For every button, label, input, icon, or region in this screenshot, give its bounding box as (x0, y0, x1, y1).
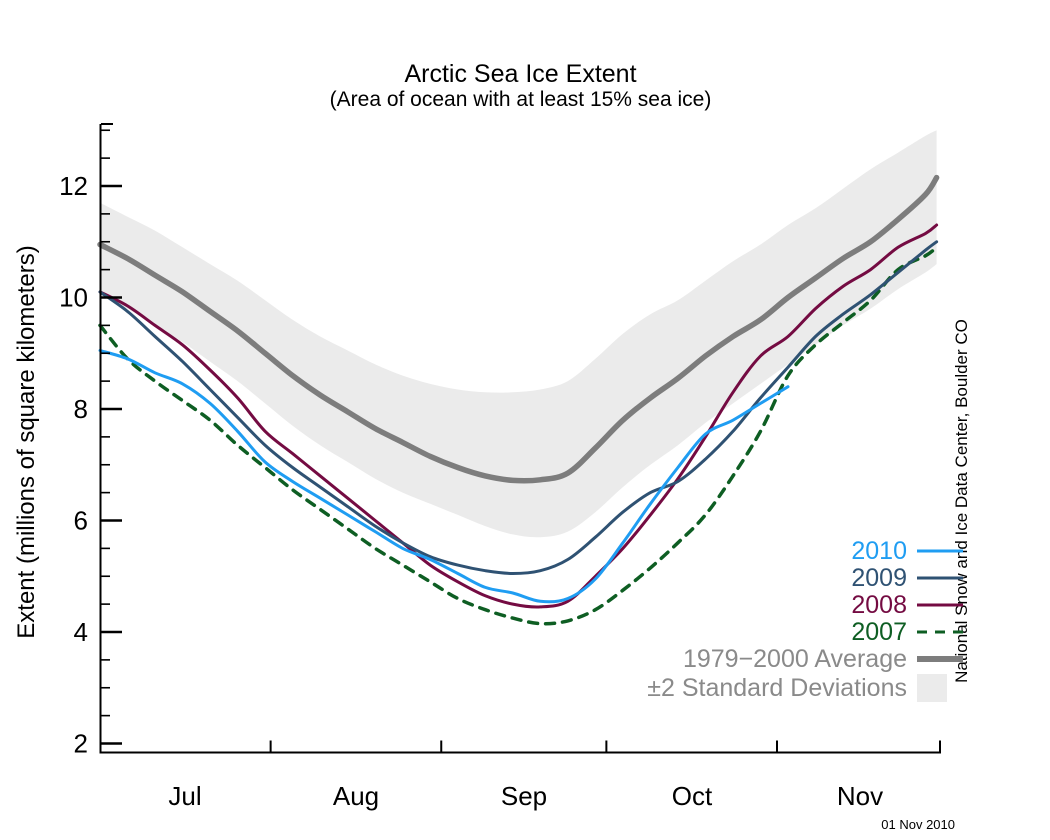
legend-item-stddev: ±2 Standard Deviations (647, 674, 947, 702)
y-tick-label: 4 (74, 617, 88, 647)
chart-title: Arctic Sea Ice Extent (404, 60, 637, 88)
y-tick-label: 6 (74, 506, 88, 536)
series-line-1979-2000-average (97, 174, 940, 484)
legend-item-2009: 2009 (851, 564, 963, 592)
series-line-2007 (98, 245, 939, 626)
x-month-label: Aug (333, 781, 379, 811)
x-month-label: Oct (672, 781, 713, 811)
legend-label-2010: 2010 (851, 537, 907, 565)
y-tick-label: 8 (74, 394, 88, 424)
x-month-label: Sep (501, 781, 547, 811)
axis-tick-labels: 2 4 6 8 10 12 Jul Aug Sep Oct Nov (59, 171, 883, 811)
x-month-label: Jul (168, 781, 201, 811)
series-lines (97, 174, 940, 626)
y-tick-label: 10 (59, 283, 88, 313)
legend-label-average: 1979−2000 Average (683, 645, 907, 673)
legend-item-2010: 2010 (851, 537, 963, 565)
series-line-2009 (98, 240, 939, 575)
std-dev-band-area (100, 130, 937, 538)
legend-item-2007: 2007 (851, 618, 963, 646)
series-line-2010 (98, 349, 790, 604)
legend-item-2008: 2008 (851, 591, 963, 619)
legend-item-average: 1979−2000 Average (683, 645, 963, 673)
legend-label-2008: 2008 (851, 591, 907, 619)
std-dev-band (100, 130, 937, 538)
legend-label-2009: 2009 (851, 564, 907, 592)
y-tick-label: 12 (59, 171, 88, 201)
chart-subtitle: (Area of ocean with at least 15% sea ice… (329, 88, 712, 111)
legend-label-stddev: ±2 Standard Deviations (647, 674, 907, 702)
date-stamp: 01 Nov 2010 (881, 817, 955, 832)
axes (99, 123, 941, 754)
legend-swatch-stddev (917, 674, 947, 702)
y-tick-label: 2 (74, 729, 88, 759)
x-month-label: Nov (837, 781, 883, 811)
series-line-2008 (98, 223, 939, 609)
legend-label-2007: 2007 (851, 618, 907, 646)
